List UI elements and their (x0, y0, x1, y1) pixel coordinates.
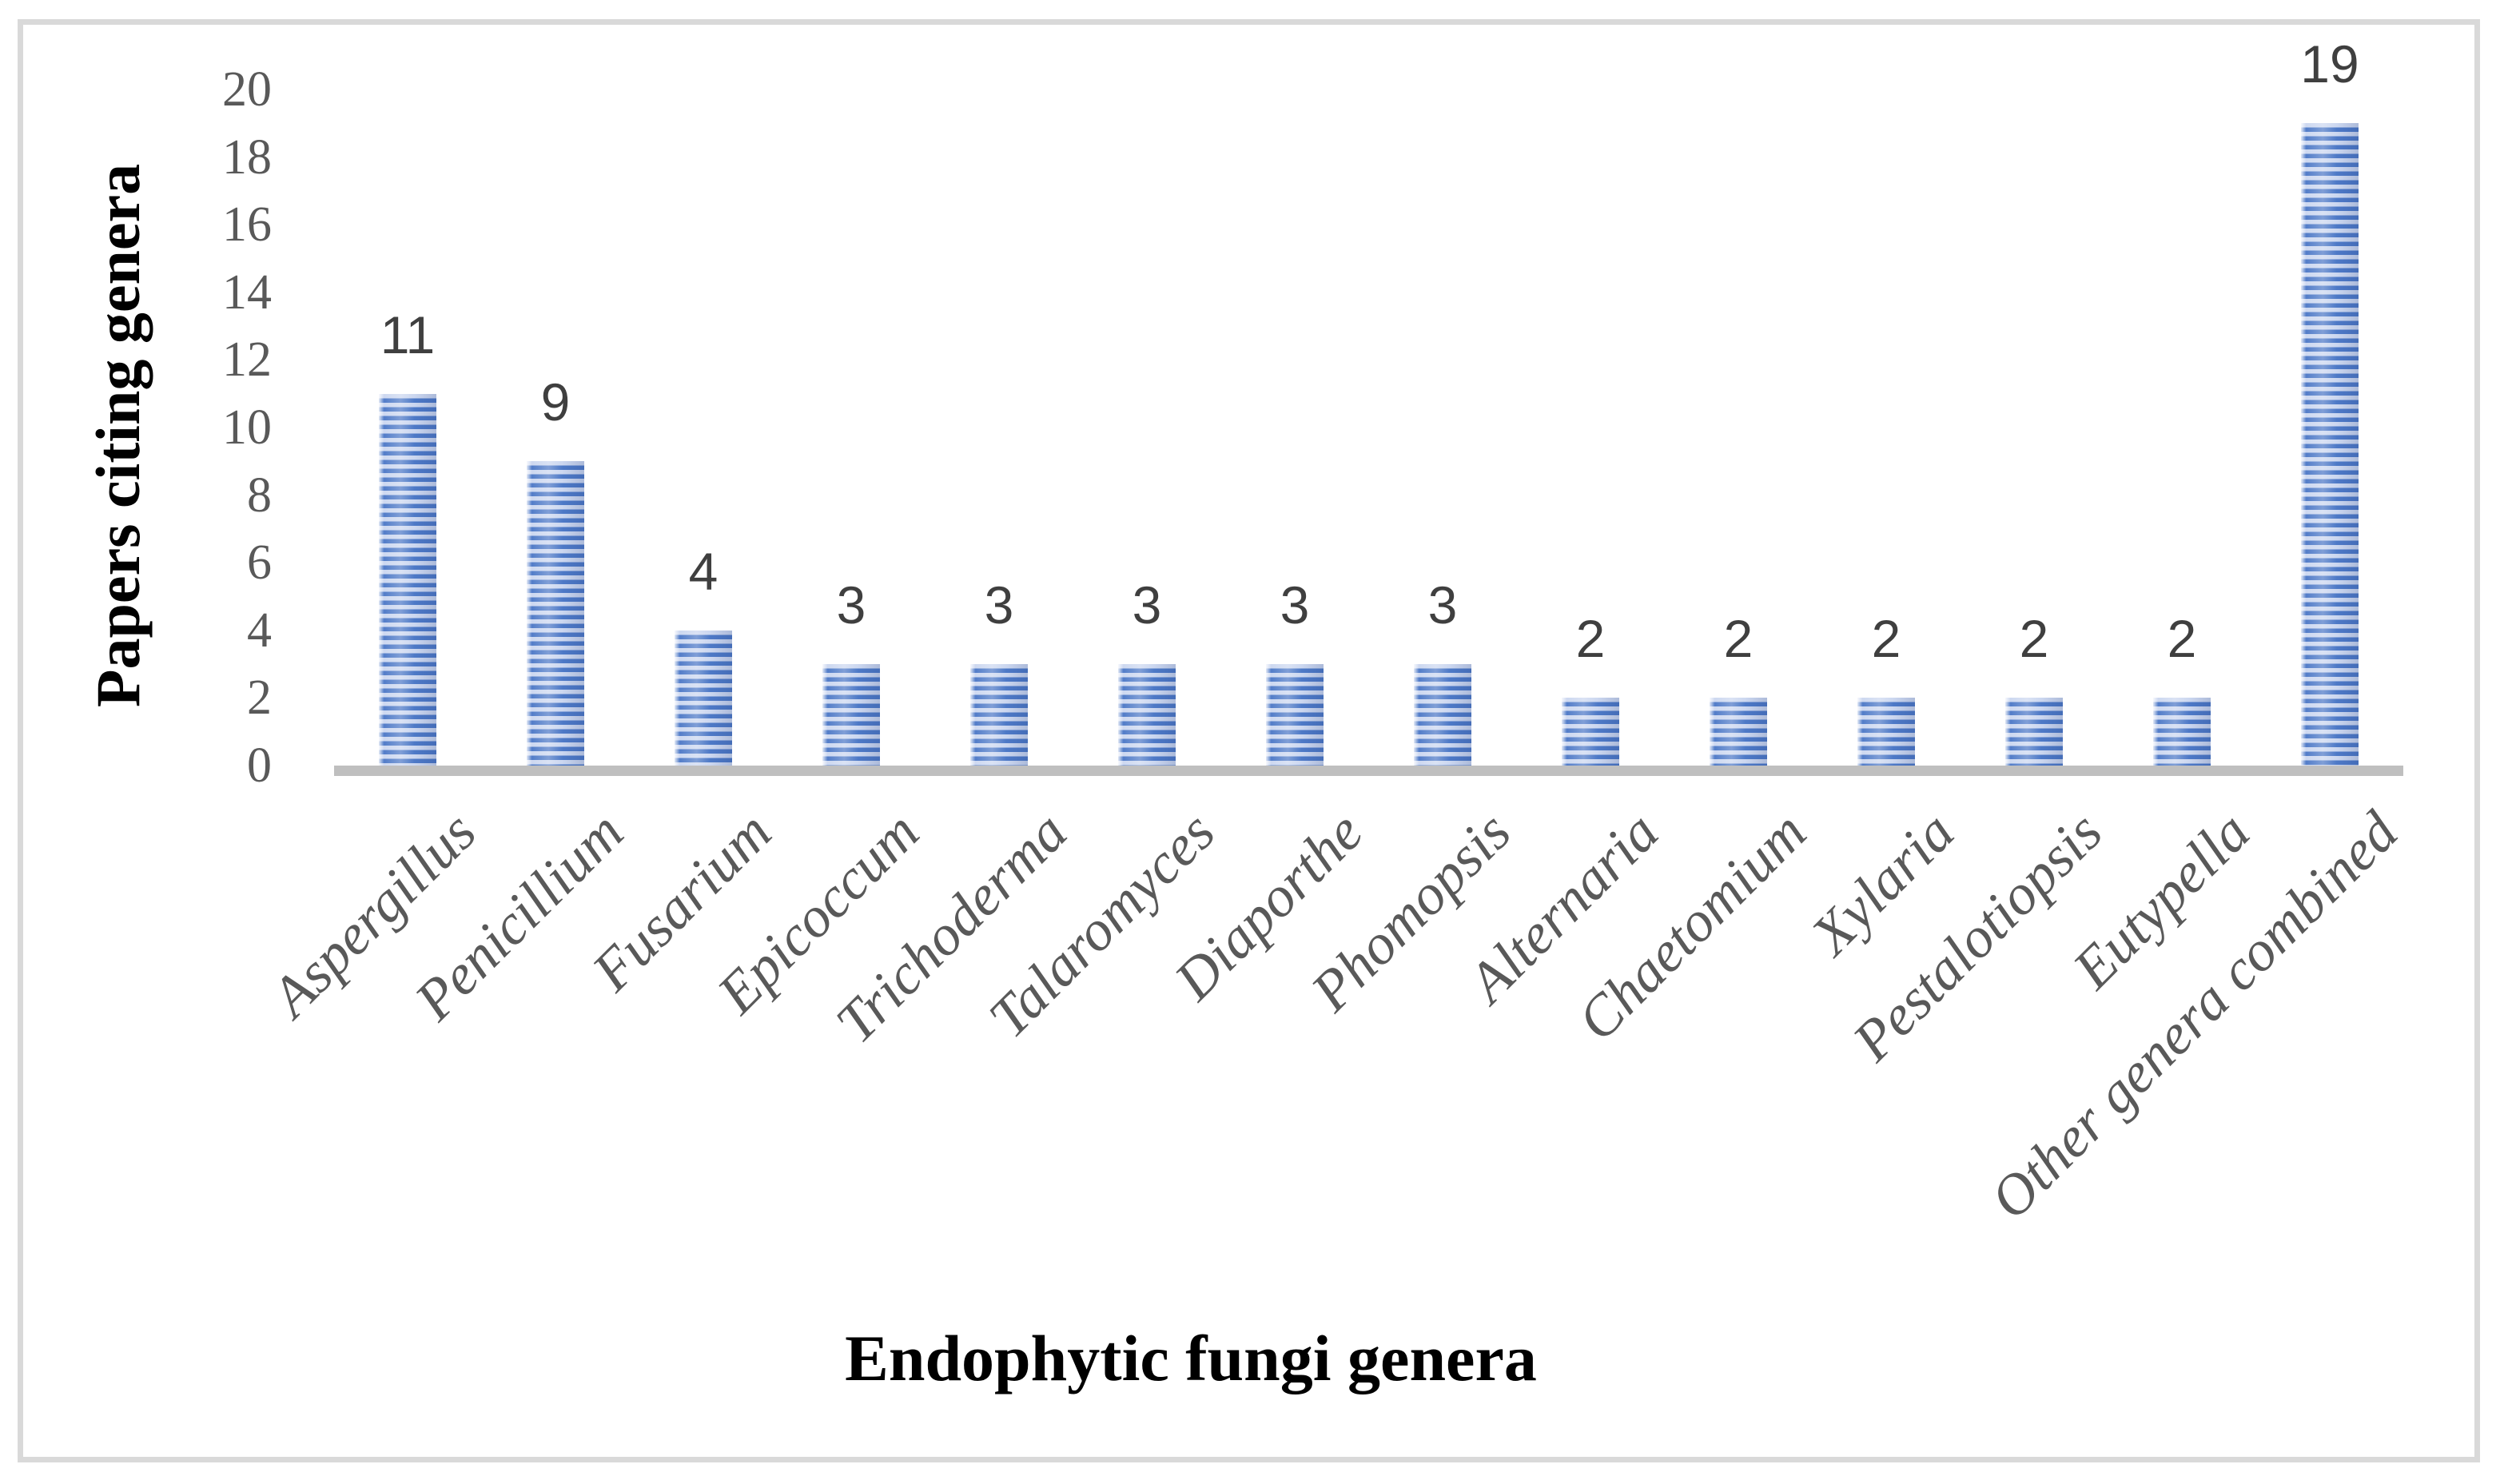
y-tick-label: 16 (222, 197, 272, 253)
y-tick-label: 18 (222, 129, 272, 185)
y-tick-label: 20 (222, 62, 272, 117)
bar (2153, 698, 2211, 766)
bar-value-label: 2 (1871, 609, 1901, 669)
bar (379, 393, 436, 766)
bar (675, 630, 732, 766)
bar (1266, 664, 1324, 766)
bar (1118, 664, 1176, 766)
bar-value-label: 2 (2019, 609, 2049, 669)
bar-value-label: 4 (688, 541, 719, 601)
bar-value-label: 3 (836, 575, 866, 635)
y-tick-label: 12 (222, 332, 272, 388)
bar-value-label: 2 (1723, 609, 1754, 669)
bar-value-label: 11 (380, 304, 436, 364)
y-tick-label: 8 (247, 467, 272, 523)
bar (822, 664, 880, 766)
y-tick-label: 14 (222, 265, 272, 320)
bar (2005, 698, 2063, 766)
y-tick-label: 10 (222, 400, 272, 455)
bar-value-label: 19 (2300, 34, 2359, 94)
bar (970, 664, 1028, 766)
bar-value-label: 3 (1132, 575, 1162, 635)
y-tick-label: 0 (247, 738, 272, 793)
bar (1562, 698, 1619, 766)
figure-border-frame (18, 19, 2480, 1462)
bar-value-label: 3 (984, 575, 1014, 635)
bar (2301, 123, 2359, 766)
x-axis-line (334, 766, 2403, 776)
bar-value-label: 9 (540, 372, 571, 432)
bar (1710, 698, 1767, 766)
bar (527, 461, 584, 766)
x-axis-title: Endophytic fungi genera (845, 1322, 1537, 1394)
bar (1414, 664, 1471, 766)
bar-value-label: 3 (1280, 575, 1310, 635)
y-tick-label: 6 (247, 535, 272, 591)
bar-value-label: 2 (1575, 609, 1606, 669)
bar (1857, 698, 1915, 766)
y-tick-label: 2 (247, 670, 272, 726)
bar-value-label: 2 (2167, 609, 2197, 669)
bar-value-label: 3 (1427, 575, 1458, 635)
y-tick-label: 4 (247, 603, 272, 658)
